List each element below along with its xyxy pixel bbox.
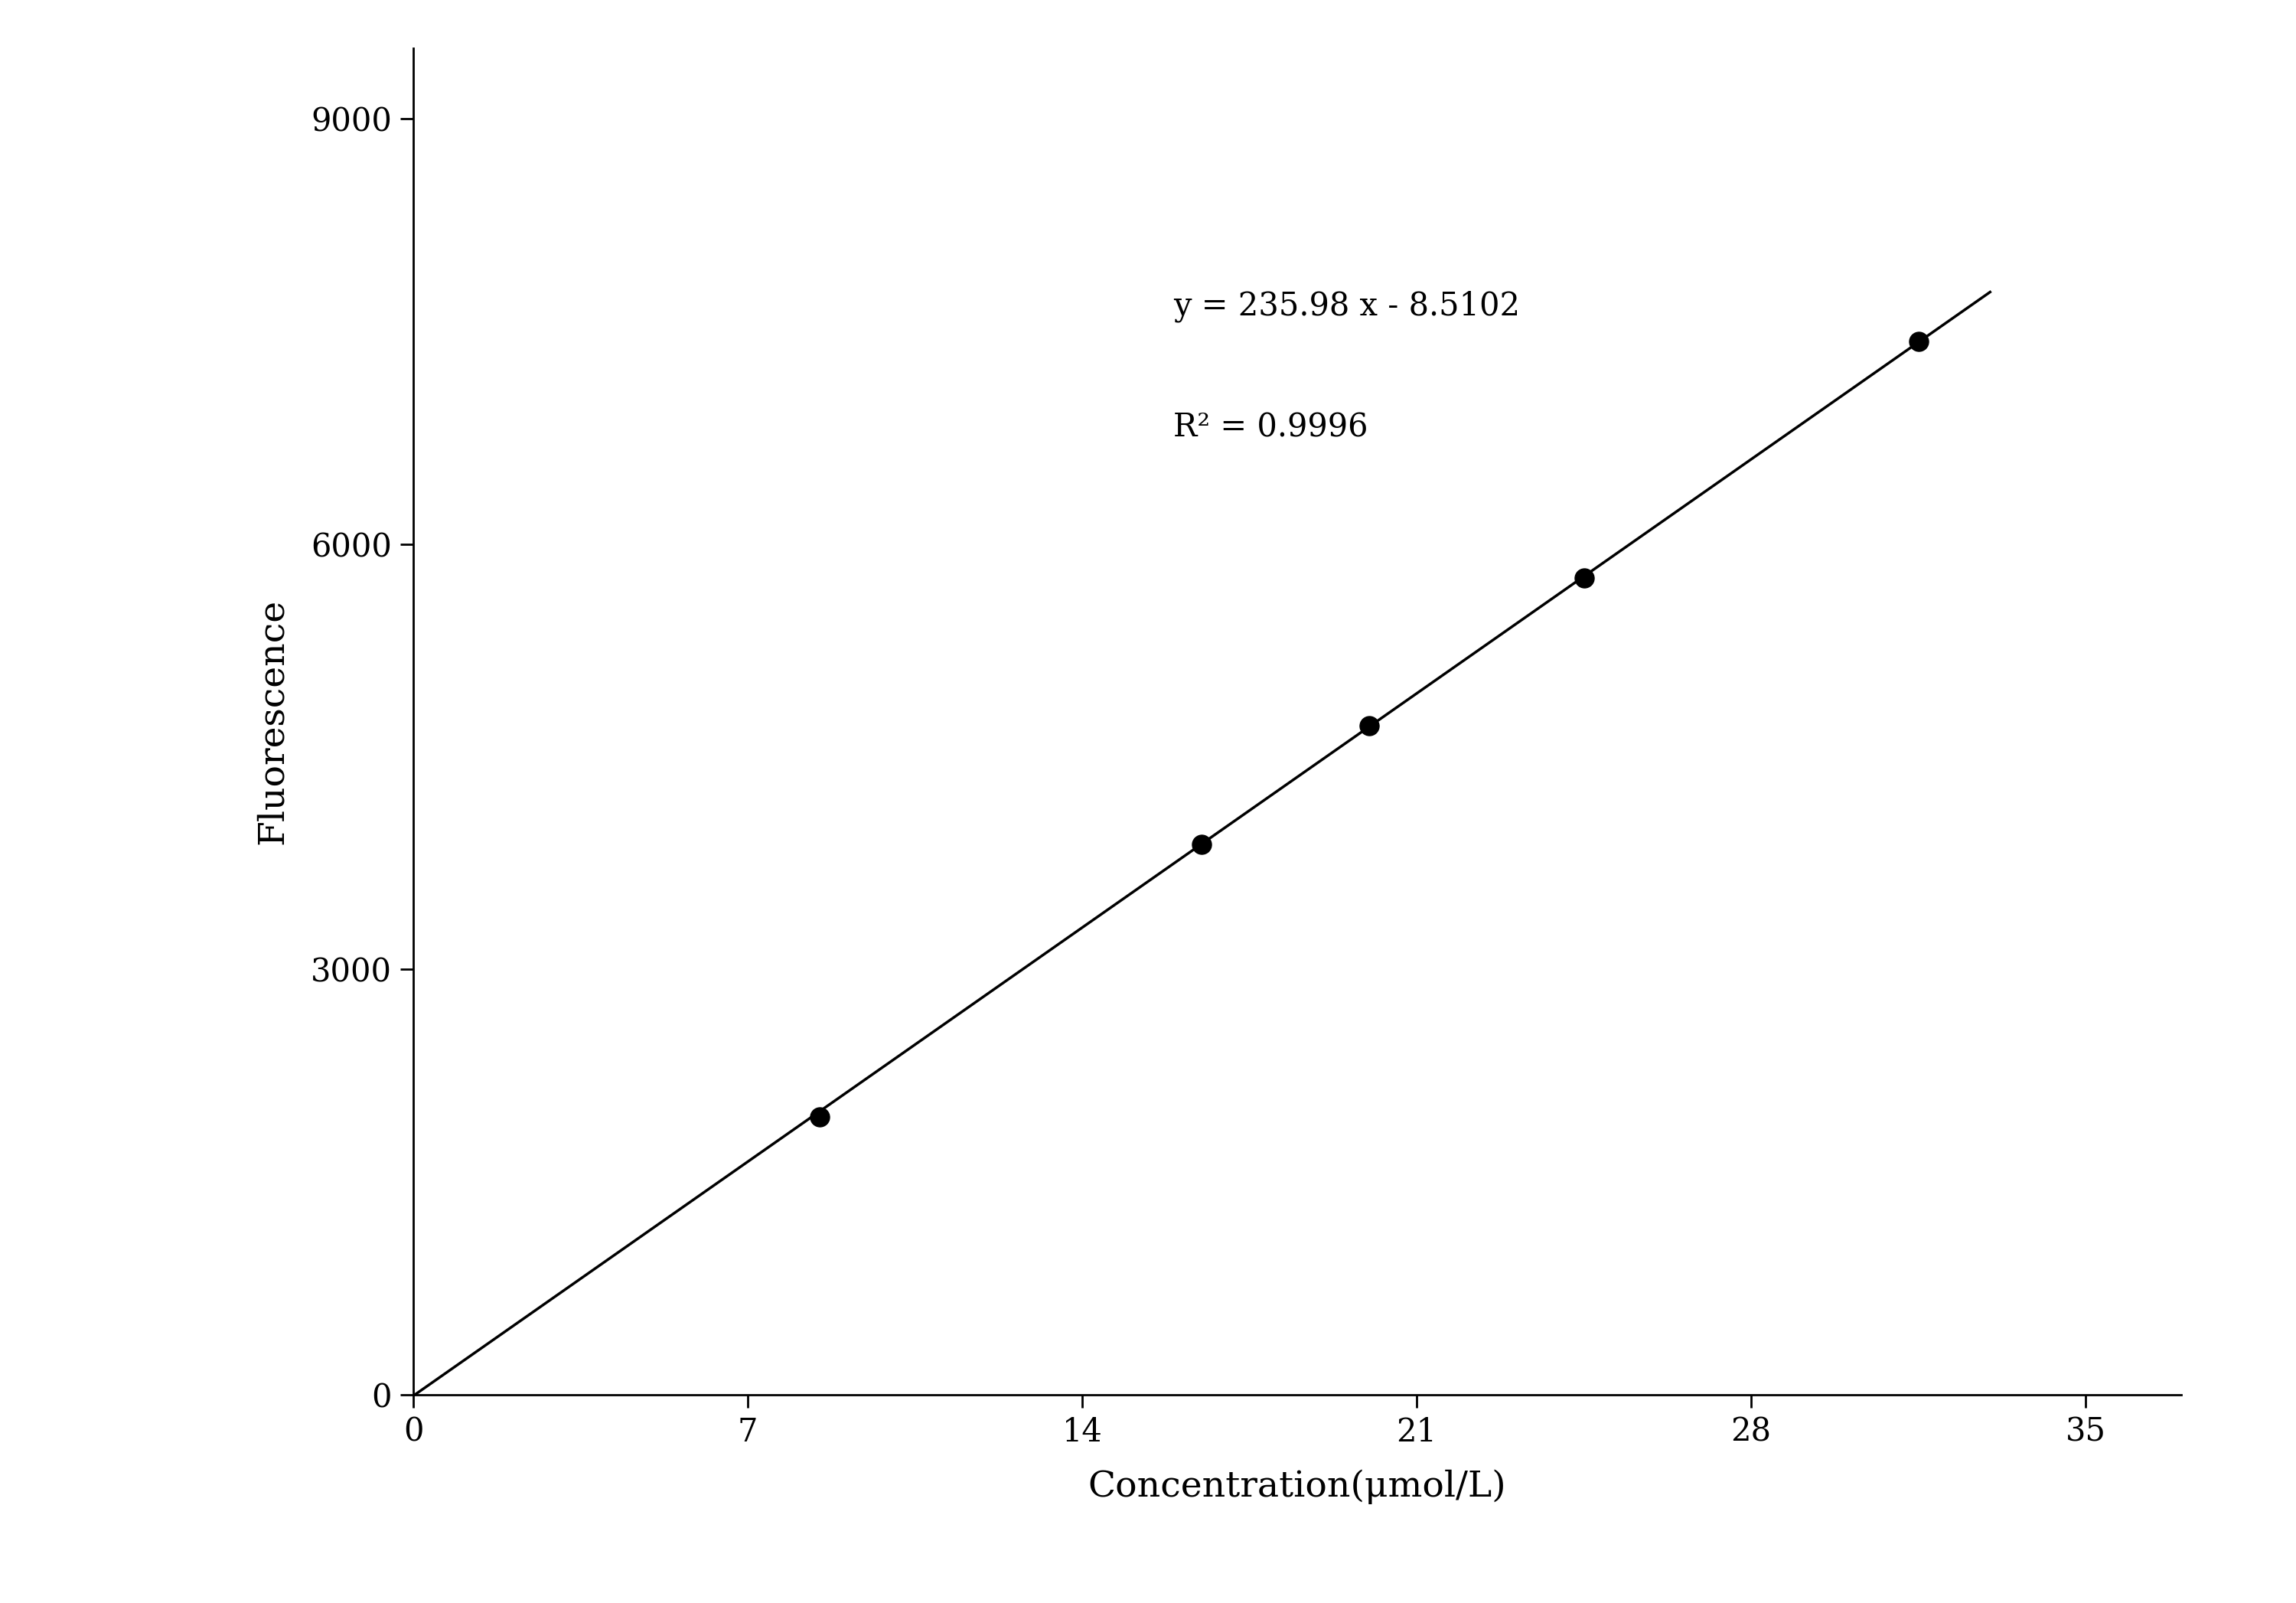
X-axis label: Concentration(μmol/L): Concentration(μmol/L) (1088, 1470, 1506, 1504)
Point (1182, 832, 1219, 858)
Text: R² = 0.9996: R² = 0.9996 (1173, 412, 1368, 444)
Y-axis label: Fluorescence: Fluorescence (255, 598, 289, 845)
Point (1901, 329, 1938, 354)
Point (1566, 566, 1603, 592)
Point (1350, 713, 1387, 739)
Point (801, 1104, 838, 1130)
Text: y = 235.98 x - 8.5102: y = 235.98 x - 8.5102 (1173, 290, 1520, 322)
